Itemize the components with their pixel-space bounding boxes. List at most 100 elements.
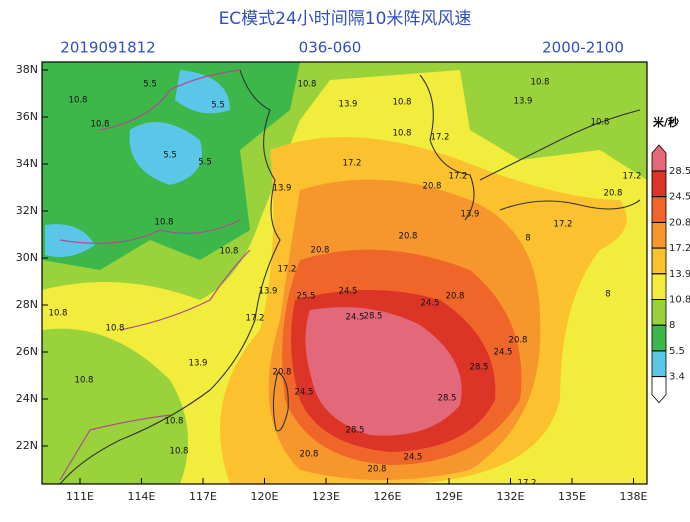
coastline xyxy=(479,109,641,211)
colorbar-box xyxy=(651,170,667,198)
x-tick-label: 120E xyxy=(251,490,279,503)
y-tick-label: 22N xyxy=(16,439,38,452)
map-frame xyxy=(41,61,648,485)
field-zone xyxy=(45,224,95,258)
colorbar-label: 24.5 xyxy=(669,192,690,203)
contour-label: 10.8 xyxy=(591,118,610,128)
colorbar-box xyxy=(651,324,667,352)
contour-label: 10.8 xyxy=(165,417,184,427)
y-tick-label: 28N xyxy=(16,298,38,311)
colorbar-box xyxy=(651,247,667,275)
contour-label: 17.2 xyxy=(278,265,297,275)
contour-label: 17.2 xyxy=(554,220,573,230)
field-zone xyxy=(175,70,230,114)
contour-label: 28.5 xyxy=(346,426,365,436)
wind-field: 10.8 5.5 5.5 10.8 5.5 5.5 10.8 13.9 10.8 13.9 10.8… xyxy=(42,62,647,484)
y-tick-label: 36N xyxy=(16,110,38,123)
x-tick-label: 135E xyxy=(558,490,586,503)
colorbar-label: 10.8 xyxy=(669,295,690,306)
coastline xyxy=(59,69,281,484)
x-tick-label: 114E xyxy=(128,490,156,503)
colorbar-label: 20.8 xyxy=(669,217,690,228)
contour-label: 20.8 xyxy=(311,246,330,256)
x-tick-label: 126E xyxy=(374,490,402,503)
contour-label: 20.8 xyxy=(604,189,623,199)
y-tick-label: 24N xyxy=(16,392,38,405)
contour-label: 8 xyxy=(525,234,530,244)
contour-label: 20.8 xyxy=(300,450,319,460)
x-tick-label: 117E xyxy=(189,490,217,503)
contour-label: 13.9 xyxy=(259,287,278,297)
valid-period: 2000-2100 xyxy=(542,39,624,57)
colorbar-box xyxy=(651,221,667,249)
contour-label: 8 xyxy=(605,290,610,300)
y-tick-label: 30N xyxy=(16,251,38,264)
x-tick-label: 111E xyxy=(66,490,94,503)
contour-label: 13.9 xyxy=(189,359,208,369)
contour-label: 10.8 xyxy=(106,324,125,334)
contour-label: 17.2 xyxy=(431,133,450,143)
contour-label: 17.2 xyxy=(623,172,642,182)
contour-label: 13.9 xyxy=(339,100,358,110)
contour-label: 10.8 xyxy=(69,96,88,106)
contour-label: 24.5 xyxy=(494,348,513,358)
colorbar-box xyxy=(651,299,667,326)
init-time: 2019091812 xyxy=(60,39,155,57)
x-tick-label: 138E xyxy=(620,490,648,503)
contour-label: 10.8 xyxy=(393,98,412,108)
contour-label: 20.8 xyxy=(368,465,387,475)
x-tick-label: 129E xyxy=(435,490,463,503)
coastline xyxy=(272,371,289,432)
contour-label: 28.5 xyxy=(470,363,489,373)
colorbar-box xyxy=(651,144,667,172)
contour-label: 17.2 xyxy=(343,159,362,169)
field-zone xyxy=(42,328,188,484)
contour-label: 5.5 xyxy=(163,151,177,161)
title: EC模式24小时间隔10米阵风风速 xyxy=(219,9,472,29)
contour-label: 24.5 xyxy=(404,453,423,463)
contour-label: 10.8 xyxy=(531,78,550,88)
contour-label: 13.9 xyxy=(461,210,480,220)
contour-label: 13.9 xyxy=(273,184,292,194)
contour-label: 10.8 xyxy=(91,120,110,130)
colorbar-label: 13.9 xyxy=(669,269,690,280)
contour-label: 17.2 xyxy=(449,172,468,182)
y-tick-label: 32N xyxy=(16,204,38,217)
contour-label: 20.8 xyxy=(273,368,292,378)
colorbar-unit: 米/秒 xyxy=(652,115,679,129)
y-tick-label: 26N xyxy=(16,345,38,358)
colorbar-label: 5.5 xyxy=(669,346,685,357)
x-tick-label: 132E xyxy=(497,490,525,503)
forecast-hours: 036-060 xyxy=(299,39,362,57)
contour-label: 13.9 xyxy=(514,97,533,107)
contour-label: 25.5 xyxy=(297,292,316,302)
field-zone xyxy=(129,122,202,185)
colorbar-label: 17.2 xyxy=(669,243,690,254)
contour-label: 10.8 xyxy=(75,376,94,386)
contour-label: 10.8 xyxy=(49,309,68,319)
province-border xyxy=(59,69,251,481)
contour-label: 10.8 xyxy=(298,80,317,90)
contour-label: 20.8 xyxy=(399,232,418,242)
field-zone xyxy=(305,307,462,436)
contour-label: 24.5 xyxy=(295,388,314,398)
contour-label: 5.5 xyxy=(143,80,157,90)
colorbar-box xyxy=(651,350,667,377)
contour-label: 28.5 xyxy=(438,394,457,404)
contour-label: 24.5 xyxy=(421,299,440,309)
colorbar-label: 3.4 xyxy=(669,372,685,383)
y-tick-label: 34N xyxy=(16,157,38,170)
contour-label: 10.8 xyxy=(220,247,239,257)
contour-label: 10.8 xyxy=(393,129,412,139)
contour-label: 20.8 xyxy=(509,336,528,346)
y-tick-label: 38N xyxy=(16,63,38,76)
contour-label: 17.2 xyxy=(246,314,265,324)
contour-label: 28.5 xyxy=(364,312,383,322)
contour-label: 24.5 xyxy=(346,313,365,323)
colorbar-label: 28.5 xyxy=(669,166,690,177)
contour-label: 10.8 xyxy=(155,218,174,228)
colorbar-box xyxy=(651,196,667,223)
contour-label: 24.5 xyxy=(339,287,358,297)
contour-label: 20.8 xyxy=(423,182,442,192)
